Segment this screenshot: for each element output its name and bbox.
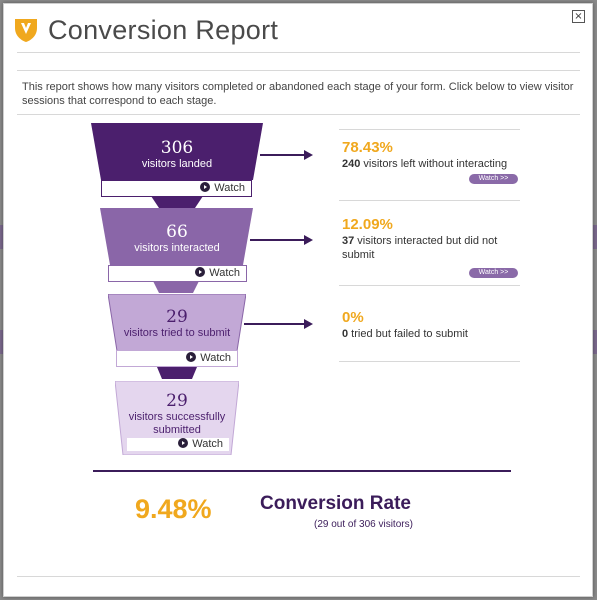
intro-top-divider (17, 70, 580, 71)
watch-button-submitted[interactable]: Watch (126, 437, 230, 452)
dropoff-arrow-line (244, 323, 305, 325)
brand-logo-icon (15, 19, 37, 42)
dropoff-block: 12.09% 37 visitors interacted but did no… (339, 207, 520, 287)
stage-label: visitors tried to submit (123, 327, 231, 339)
dropoff-percent: 12.09% (342, 216, 393, 233)
summary-divider (93, 470, 511, 472)
watch-button-tried[interactable]: Watch (116, 350, 238, 367)
arrow-right-icon (304, 235, 313, 245)
header-divider (17, 52, 580, 53)
stage-count: 306 (160, 138, 194, 158)
stage-label: visitors successfully submitted (128, 411, 226, 436)
conversion-rate-detail: (29 out of 306 visitors) (314, 519, 413, 530)
dropoff-description: 0 tried but failed to submit (342, 328, 468, 340)
dialog-header: Conversion Report (13, 11, 278, 49)
play-icon (186, 352, 197, 362)
stage-count: 29 (166, 391, 188, 411)
play-icon (178, 438, 189, 448)
dialog-title: Conversion Report (48, 14, 279, 45)
dropoff-description: 37 visitors interacted but did not submi… (342, 235, 498, 261)
watch-dropoff-button[interactable]: Watch >> (469, 174, 518, 184)
funnel-shape-submitted (115, 381, 239, 455)
funnel-shape-landed (91, 123, 263, 208)
play-icon (200, 182, 211, 192)
dropoff-percent: 78.43% (342, 139, 393, 156)
dropoff-description: 240 visitors left without interacting (342, 158, 508, 170)
arrow-right-icon (304, 319, 313, 329)
watch-button-landed[interactable]: Watch (101, 180, 252, 197)
conversion-rate-value: 9.48% (135, 494, 212, 524)
dropoff-percent: 0% (342, 309, 364, 326)
stage-count: 29 (166, 307, 188, 327)
dropoff-block: 78.43% 240 visitors left without interac… (339, 129, 520, 201)
funnel-shape-tried (108, 294, 246, 379)
dropoff-arrow-line (260, 154, 305, 156)
stage-label: visitors interacted (134, 242, 220, 254)
play-icon (195, 267, 206, 277)
dropoff-block: 0% 0 tried but failed to submit (339, 299, 520, 364)
conversion-report-dialog: × Conversion Report This report shows ho… (3, 3, 593, 597)
conversion-rate-title: Conversion Rate (260, 493, 411, 514)
dropoff-arrow-line (250, 239, 305, 241)
intro-bottom-divider (17, 114, 580, 115)
footer-divider (17, 576, 580, 577)
stage-label: visitors landed (141, 158, 213, 170)
funnel-shape-interacted (100, 208, 253, 293)
close-button[interactable]: × (572, 10, 585, 23)
watch-dropoff-button[interactable]: Watch >> (469, 268, 518, 278)
stage-count: 66 (166, 222, 188, 242)
watch-button-interacted[interactable]: Watch (108, 265, 247, 282)
arrow-right-icon (304, 150, 313, 160)
intro-text: This report shows how many visitors comp… (22, 81, 574, 107)
